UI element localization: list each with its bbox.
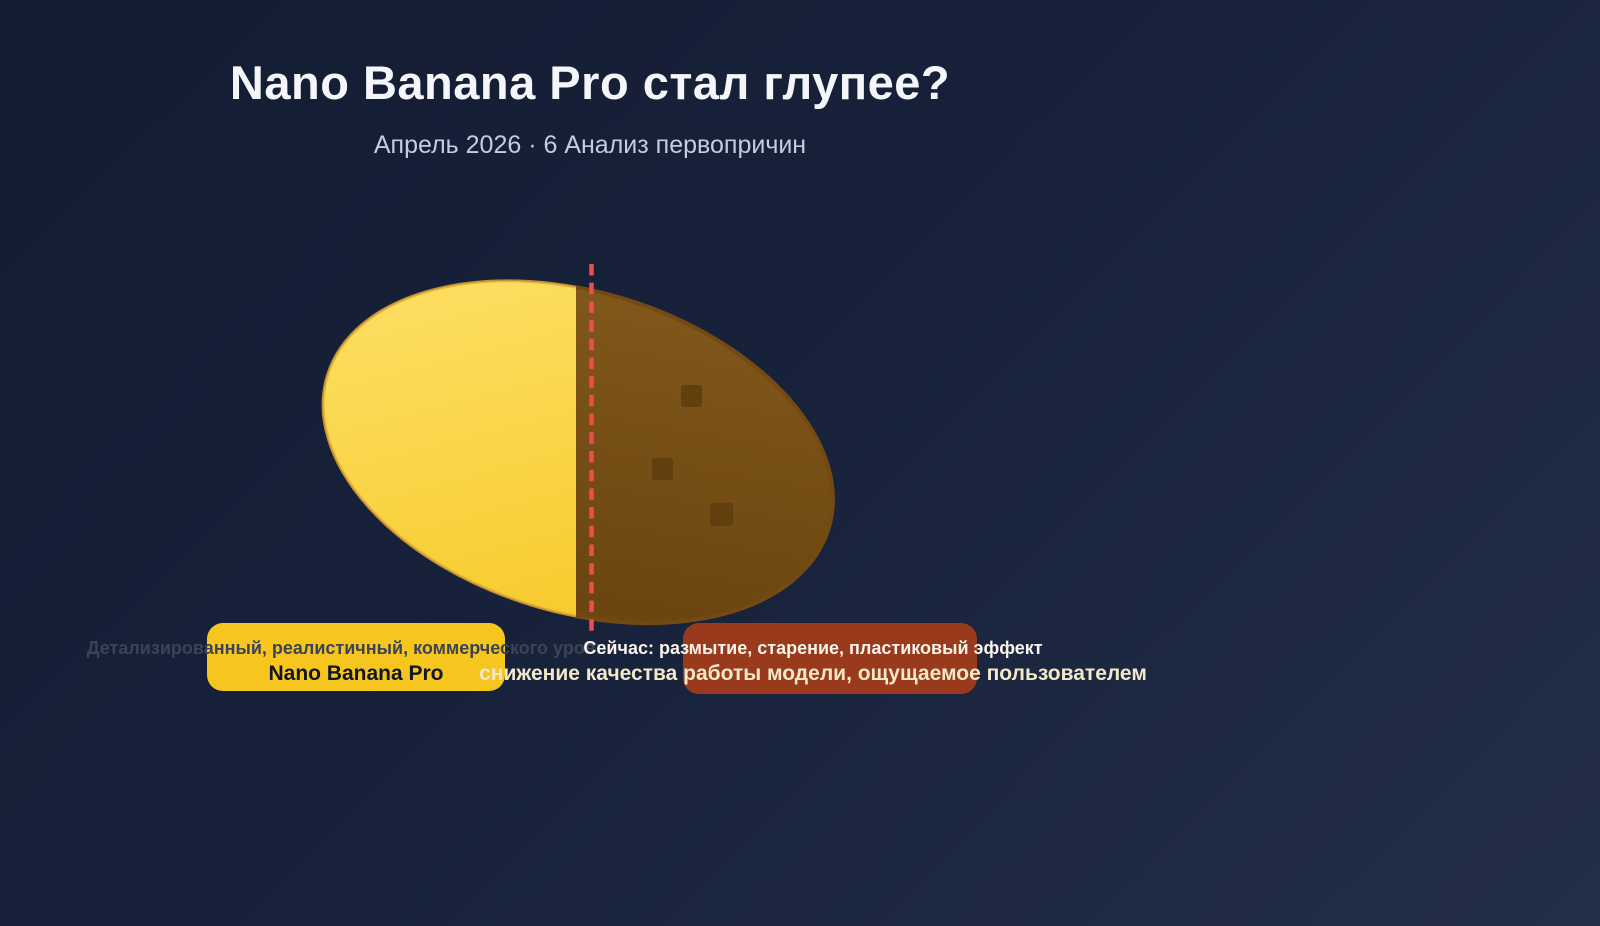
banana-fresh-half: [321, 279, 578, 625]
rotten-label-box: [683, 623, 977, 694]
rot-spot: [652, 458, 673, 480]
fresh-box-label: Nano Banana Pro: [268, 662, 444, 685]
fresh-quality-caption: Детализированный, реалистичный, коммерче…: [86, 638, 618, 658]
page-subtitle: Апрель 2026 · 6 Анализ первопричин: [373, 131, 807, 159]
rot-spot: [710, 503, 733, 526]
page-title: Nano Banana Pro стал глупее?: [229, 56, 951, 109]
banana-rotten-half: [576, 278, 835, 626]
fresh-label-box: [207, 623, 505, 691]
rot-spot: [681, 385, 702, 407]
rotten-quality-caption: Сейчас: размытие, старение, пластиковый …: [583, 638, 1043, 658]
rotten-effect-caption: снижение качества работы модели, ощущаем…: [479, 662, 1147, 685]
